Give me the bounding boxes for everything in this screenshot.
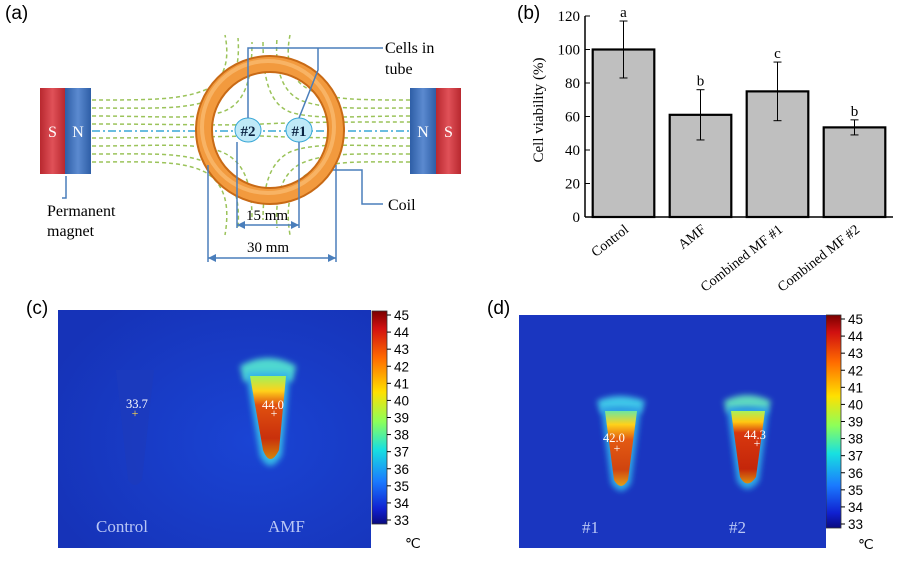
cells-label-line2: tube	[385, 61, 413, 78]
magnet-pole-n: N	[417, 124, 429, 141]
scale-tick-label: 38	[848, 432, 863, 447]
amf-tube	[240, 358, 296, 466]
significance-label: b	[697, 74, 705, 90]
crosshair-icon: +	[754, 436, 761, 450]
cells-label-line1: Cells in	[385, 40, 434, 57]
scale-tick-label: 35	[848, 483, 863, 498]
y-tick-label: 60	[565, 110, 580, 126]
scale-tick-label: 37	[394, 445, 409, 460]
coil-label: Coil	[388, 197, 416, 214]
panel-label-c: (c)	[26, 298, 49, 319]
sample-tube-2-thermal	[724, 395, 771, 489]
category-label: Combined MF #2	[775, 222, 863, 295]
scale-tick-label: 34	[848, 500, 864, 515]
y-tick-label: 20	[565, 177, 580, 193]
color-scale-c: 45 44 43 42 41 40 39 38 37 36 35 34 33 ℃	[371, 308, 421, 552]
scale-tick-label: 33	[394, 513, 409, 528]
temperature-reading-1: 42.0	[603, 431, 625, 445]
y-tick-label: 40	[565, 143, 580, 159]
thermal-image-c: 33.7 + 44.0 + Control AMF	[58, 310, 371, 548]
bar	[822, 126, 887, 219]
scale-tick-label: 42	[394, 359, 409, 374]
scale-unit-c: ℃	[405, 537, 421, 552]
scale-tick-label: 45	[394, 308, 409, 323]
scale-tick-label: 41	[394, 376, 409, 391]
significance-label: c	[774, 46, 781, 62]
category-label: Combined MF #1	[698, 222, 786, 295]
thermal-image-d: 42.0 + 44.3 + #1 #2	[519, 315, 826, 548]
temperature-reading-2: 44.3	[744, 428, 766, 442]
scale-tick-label: 44	[394, 325, 410, 340]
scale-tick-label: 41	[848, 380, 863, 395]
scale-tick-label: 35	[394, 479, 409, 494]
scale-tick-label: 43	[848, 346, 863, 361]
scale-tick-label: 36	[394, 462, 409, 477]
scale-tick-label: 37	[848, 449, 863, 464]
coil	[195, 55, 345, 205]
magnetic-field-lines	[91, 34, 411, 236]
magnet-pole-s: S	[48, 124, 57, 141]
crosshair-icon: +	[614, 441, 621, 455]
sample-label-2: #2	[241, 124, 256, 140]
dimension-15mm: 15 mm	[246, 208, 288, 224]
y-tick-label: 100	[558, 43, 581, 59]
crosshair-icon: +	[271, 406, 278, 420]
magnet-label-line1: Permanent	[47, 203, 116, 220]
y-tick-label: 80	[565, 76, 580, 92]
y-tick-label: 120	[558, 9, 581, 25]
thermal-label-amf: AMF	[268, 517, 305, 536]
magnet-pole-n: N	[72, 124, 84, 141]
scale-tick-label: 34	[394, 496, 410, 511]
significance-label: a	[620, 5, 627, 21]
significance-label: b	[851, 104, 859, 120]
scale-tick-label: 39	[394, 411, 409, 426]
control-tube	[116, 370, 154, 485]
scale-tick-label: 43	[394, 342, 409, 357]
thermal-label-control: Control	[96, 517, 148, 536]
dimension-30mm: 30 mm	[247, 240, 289, 256]
crosshair-icon: +	[132, 406, 139, 420]
permanent-magnet-right: N S	[410, 88, 461, 174]
temperature-reading-amf: 44.0	[262, 398, 284, 412]
scale-tick-label: 40	[394, 393, 409, 408]
scale-tick-label: 40	[848, 397, 863, 412]
scale-unit-d: ℃	[858, 538, 874, 553]
scale-tick-label: 39	[848, 415, 863, 430]
sample-tube-1: #1	[285, 117, 313, 143]
permanent-magnet-left: S N	[40, 88, 91, 174]
magnet-pole-s: S	[444, 124, 453, 141]
sample-label-1: #1	[292, 124, 307, 140]
panel-label-a: (a)	[5, 3, 29, 24]
panel-label-d: (d)	[487, 298, 511, 319]
category-label: Control	[589, 222, 632, 260]
setup-diagram: S N N S #2 #1	[40, 34, 461, 262]
scale-tick-label: 33	[848, 517, 863, 532]
category-label: AMF	[676, 222, 709, 253]
y-axis-label: Cell viability (%)	[531, 58, 547, 163]
y-tick-label: 0	[573, 210, 581, 226]
scale-tick-label: 44	[848, 329, 864, 344]
temperature-reading-control: 33.7	[126, 397, 148, 411]
sample-tube-1-thermal	[597, 396, 645, 491]
scale-tick-label: 42	[848, 363, 863, 378]
color-scale-d: 45 44 43 42 41 40 39 38 37 36 35 34 33 ℃	[826, 312, 874, 553]
scale-tick-label: 38	[394, 428, 409, 443]
panel-label-b: (b)	[517, 3, 541, 24]
thermal-label-1: #1	[582, 518, 599, 537]
thermal-label-2: #2	[729, 518, 746, 537]
sample-tube-2: #2	[234, 117, 262, 143]
scale-tick-label: 45	[848, 312, 863, 327]
scale-tick-label: 36	[848, 466, 863, 481]
magnet-label-line2: magnet	[47, 223, 95, 240]
